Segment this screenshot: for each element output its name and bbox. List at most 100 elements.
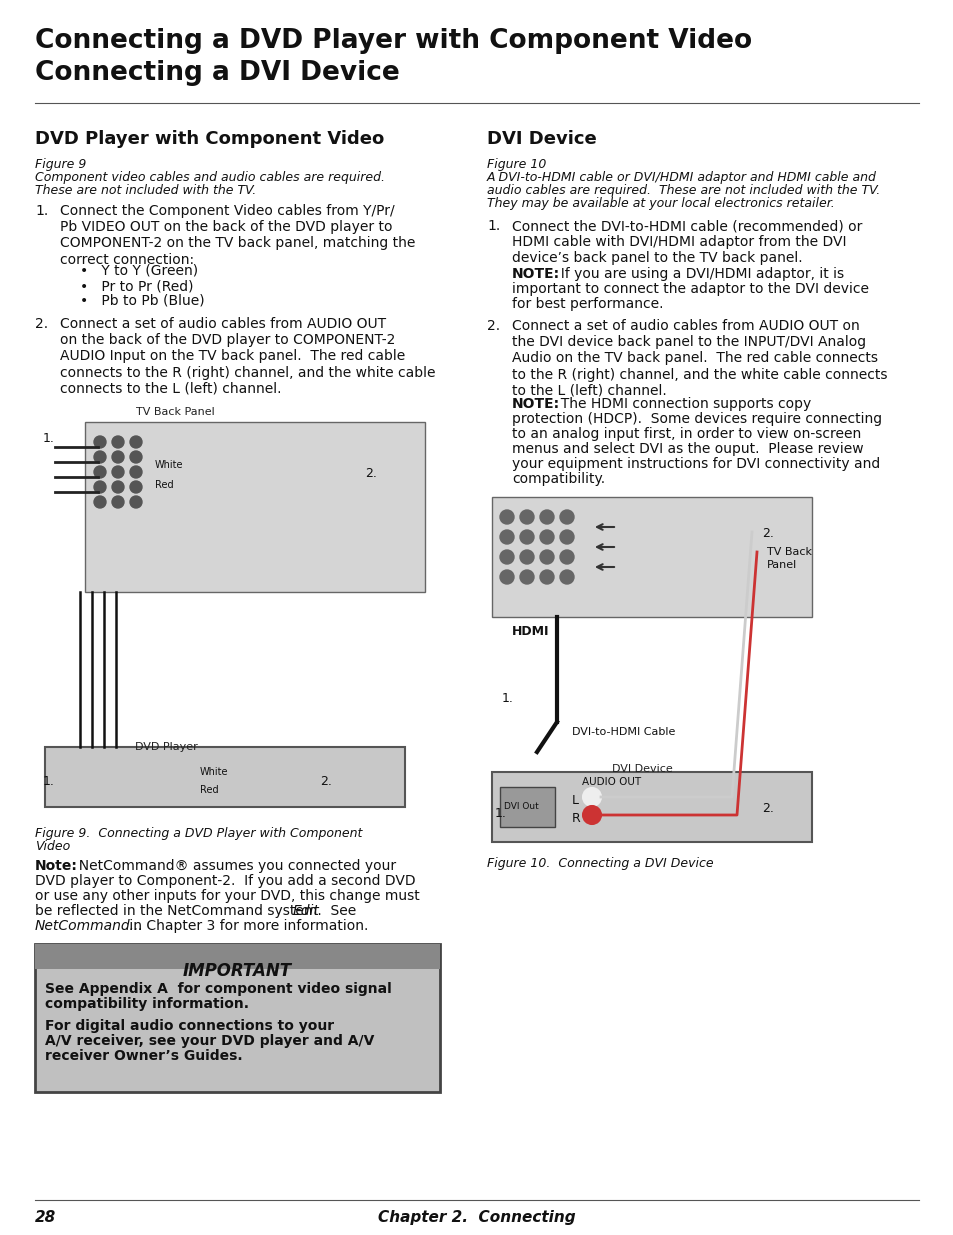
Text: Figure 10: Figure 10 [486, 158, 546, 170]
Bar [492, 772, 811, 842]
Text: compatibility.: compatibility. [512, 472, 604, 487]
Text: DVD player to Component-2.  If you add a second DVD: DVD player to Component-2. If you add a … [35, 874, 416, 888]
Text: TV Back: TV Back [766, 547, 811, 557]
Text: 1.: 1. [486, 219, 499, 233]
Circle shape [519, 550, 534, 564]
Text: If you are using a DVI/HDMI adaptor, it is: If you are using a DVI/HDMI adaptor, it … [552, 267, 843, 282]
Text: 1.: 1. [43, 432, 55, 445]
Text: See Appendix A  for component video signal: See Appendix A for component video signa… [45, 982, 392, 995]
Circle shape [94, 436, 106, 448]
Circle shape [94, 480, 106, 493]
Text: 2.: 2. [35, 317, 48, 331]
Text: 1.: 1. [35, 204, 49, 219]
Circle shape [519, 530, 534, 543]
Circle shape [559, 571, 574, 584]
Bar [35, 944, 439, 1092]
Text: 1.: 1. [501, 692, 514, 705]
Text: DVI Device: DVI Device [611, 764, 672, 774]
Bar [45, 747, 405, 806]
Text: A/V receiver, see your DVD player and A/V: A/V receiver, see your DVD player and A/… [45, 1034, 374, 1049]
Text: audio cables are required.  These are not included with the TV.: audio cables are required. These are not… [486, 184, 880, 198]
Text: These are not included with the TV.: These are not included with the TV. [35, 184, 256, 198]
Text: 2.: 2. [365, 467, 376, 480]
Text: Figure 9.  Connecting a DVD Player with Component: Figure 9. Connecting a DVD Player with C… [35, 827, 362, 840]
Text: be reflected in the NetCommand system.  See: be reflected in the NetCommand system. S… [35, 904, 360, 918]
Text: 2.: 2. [761, 802, 773, 815]
Text: Edit: Edit [293, 904, 319, 918]
Circle shape [130, 496, 142, 508]
Text: or use any other inputs for your DVD, this change must: or use any other inputs for your DVD, th… [35, 889, 419, 903]
Text: 2.: 2. [486, 319, 499, 333]
Text: Figure 10.  Connecting a DVI Device: Figure 10. Connecting a DVI Device [486, 857, 713, 869]
Text: Figure 9: Figure 9 [35, 158, 87, 170]
Text: Red: Red [154, 480, 173, 490]
Text: Connect a set of audio cables from AUDIO OUT on
the DVI device back panel to the: Connect a set of audio cables from AUDIO… [512, 319, 886, 398]
Text: DVI Out: DVI Out [503, 802, 538, 811]
Circle shape [499, 530, 514, 543]
Circle shape [130, 480, 142, 493]
Text: NOTE:: NOTE: [512, 267, 559, 282]
Circle shape [519, 571, 534, 584]
Text: Connect the DVI-to-HDMI cable (recommended) or
HDMI cable with DVI/HDMI adaptor : Connect the DVI-to-HDMI cable (recommend… [512, 219, 862, 266]
Text: 1.: 1. [495, 806, 506, 820]
Text: your equipment instructions for DVI connectivity and: your equipment instructions for DVI conn… [512, 457, 880, 471]
Text: Connecting a DVD Player with Component Video: Connecting a DVD Player with Component V… [35, 28, 751, 54]
Circle shape [112, 496, 124, 508]
Text: protection (HDCP).  Some devices require connecting: protection (HDCP). Some devices require … [512, 412, 882, 426]
Circle shape [112, 466, 124, 478]
Text: 28: 28 [35, 1210, 56, 1225]
Bar [492, 496, 811, 618]
Text: Panel: Panel [766, 559, 797, 571]
Text: 2.: 2. [319, 776, 332, 788]
Text: L: L [572, 794, 578, 806]
Text: 2.: 2. [761, 527, 773, 540]
Text: •   Pb to Pb (Blue): • Pb to Pb (Blue) [80, 294, 204, 308]
Text: DVD Player: DVD Player [135, 742, 197, 752]
Text: For digital audio connections to your: For digital audio connections to your [45, 1019, 334, 1032]
Text: •   Pr to Pr (Red): • Pr to Pr (Red) [80, 279, 193, 293]
Text: compatibility information.: compatibility information. [45, 997, 249, 1011]
Text: HDMI: HDMI [512, 625, 549, 638]
Text: Connect the Component Video cables from Y/Pr/
Pb VIDEO OUT on the back of the DV: Connect the Component Video cables from … [60, 204, 415, 267]
Circle shape [499, 510, 514, 524]
Text: important to connect the adaptor to the DVI device: important to connect the adaptor to the … [512, 282, 868, 296]
Circle shape [559, 530, 574, 543]
Text: AUDIO OUT: AUDIO OUT [581, 777, 640, 787]
Text: DVD Player with Component Video: DVD Player with Component Video [35, 130, 384, 148]
Text: DVI-to-HDMI Cable: DVI-to-HDMI Cable [572, 727, 675, 737]
Text: NOTE:: NOTE: [512, 396, 559, 411]
Circle shape [539, 530, 554, 543]
Text: receiver Owner’s Guides.: receiver Owner’s Guides. [45, 1049, 242, 1063]
Circle shape [539, 510, 554, 524]
Text: Chapter 2.  Connecting: Chapter 2. Connecting [377, 1210, 576, 1225]
Text: White: White [154, 459, 183, 471]
Text: Connect a set of audio cables from AUDIO OUT
on the back of the DVD player to CO: Connect a set of audio cables from AUDIO… [60, 317, 435, 395]
Circle shape [94, 496, 106, 508]
Circle shape [499, 571, 514, 584]
Text: R: R [572, 811, 580, 825]
Text: IMPORTANT: IMPORTANT [183, 962, 292, 981]
Bar [85, 422, 424, 592]
Text: White: White [200, 767, 229, 777]
Circle shape [539, 550, 554, 564]
Text: NetCommand® assumes you connected your: NetCommand® assumes you connected your [70, 860, 395, 873]
Text: They may be available at your local electronics retailer.: They may be available at your local elec… [486, 198, 834, 210]
Circle shape [559, 550, 574, 564]
Text: •   Y to Y (Green): • Y to Y (Green) [80, 264, 198, 278]
Text: DVI Device: DVI Device [486, 130, 597, 148]
Bar [35, 944, 439, 969]
Text: NetCommand...: NetCommand... [35, 919, 144, 932]
Circle shape [582, 788, 600, 806]
Circle shape [499, 550, 514, 564]
Circle shape [94, 466, 106, 478]
Circle shape [130, 451, 142, 463]
Text: in Chapter 3 for more information.: in Chapter 3 for more information. [125, 919, 368, 932]
Text: 1.: 1. [43, 776, 55, 788]
Text: menus and select DVI as the ouput.  Please review: menus and select DVI as the ouput. Pleas… [512, 442, 862, 456]
Circle shape [130, 466, 142, 478]
Circle shape [539, 571, 554, 584]
Text: The HDMI connection supports copy: The HDMI connection supports copy [552, 396, 810, 411]
Text: Connecting a DVI Device: Connecting a DVI Device [35, 61, 399, 86]
Text: Red: Red [200, 785, 218, 795]
Circle shape [582, 806, 600, 824]
